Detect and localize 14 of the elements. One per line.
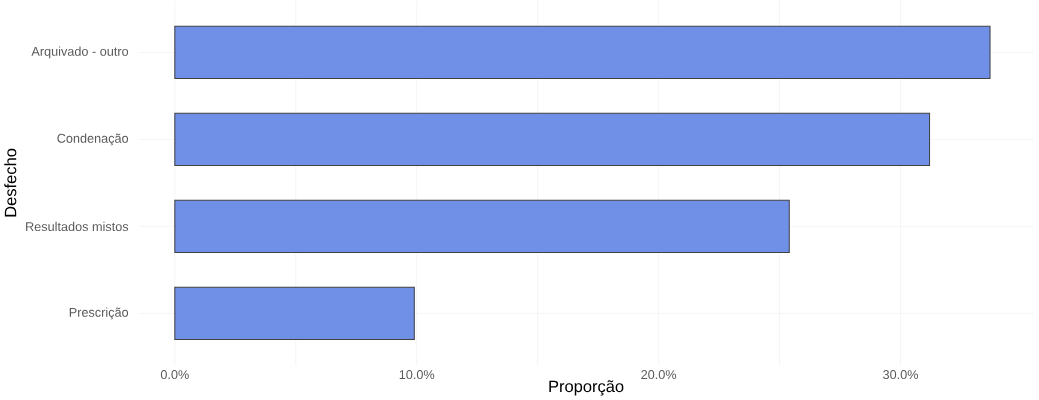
y-tick-label: Resultados mistos <box>26 221 129 232</box>
bar <box>174 112 931 167</box>
bar <box>174 286 415 341</box>
y-axis-title: Desfecho <box>4 148 17 217</box>
x-tick-label: 0.0% <box>160 370 189 380</box>
bar <box>174 25 991 80</box>
bar <box>174 199 790 254</box>
x-tick-label: 30.0% <box>883 370 919 380</box>
y-tick-label: Condenação <box>57 133 129 146</box>
x-tick-label: 10.0% <box>399 370 435 380</box>
y-tick-label: Prescrição <box>69 307 129 320</box>
x-axis-title: Proporção <box>549 380 624 396</box>
y-tick-label: Arquivado - outro <box>31 46 129 59</box>
x-tick-label: 20.0% <box>641 370 677 380</box>
